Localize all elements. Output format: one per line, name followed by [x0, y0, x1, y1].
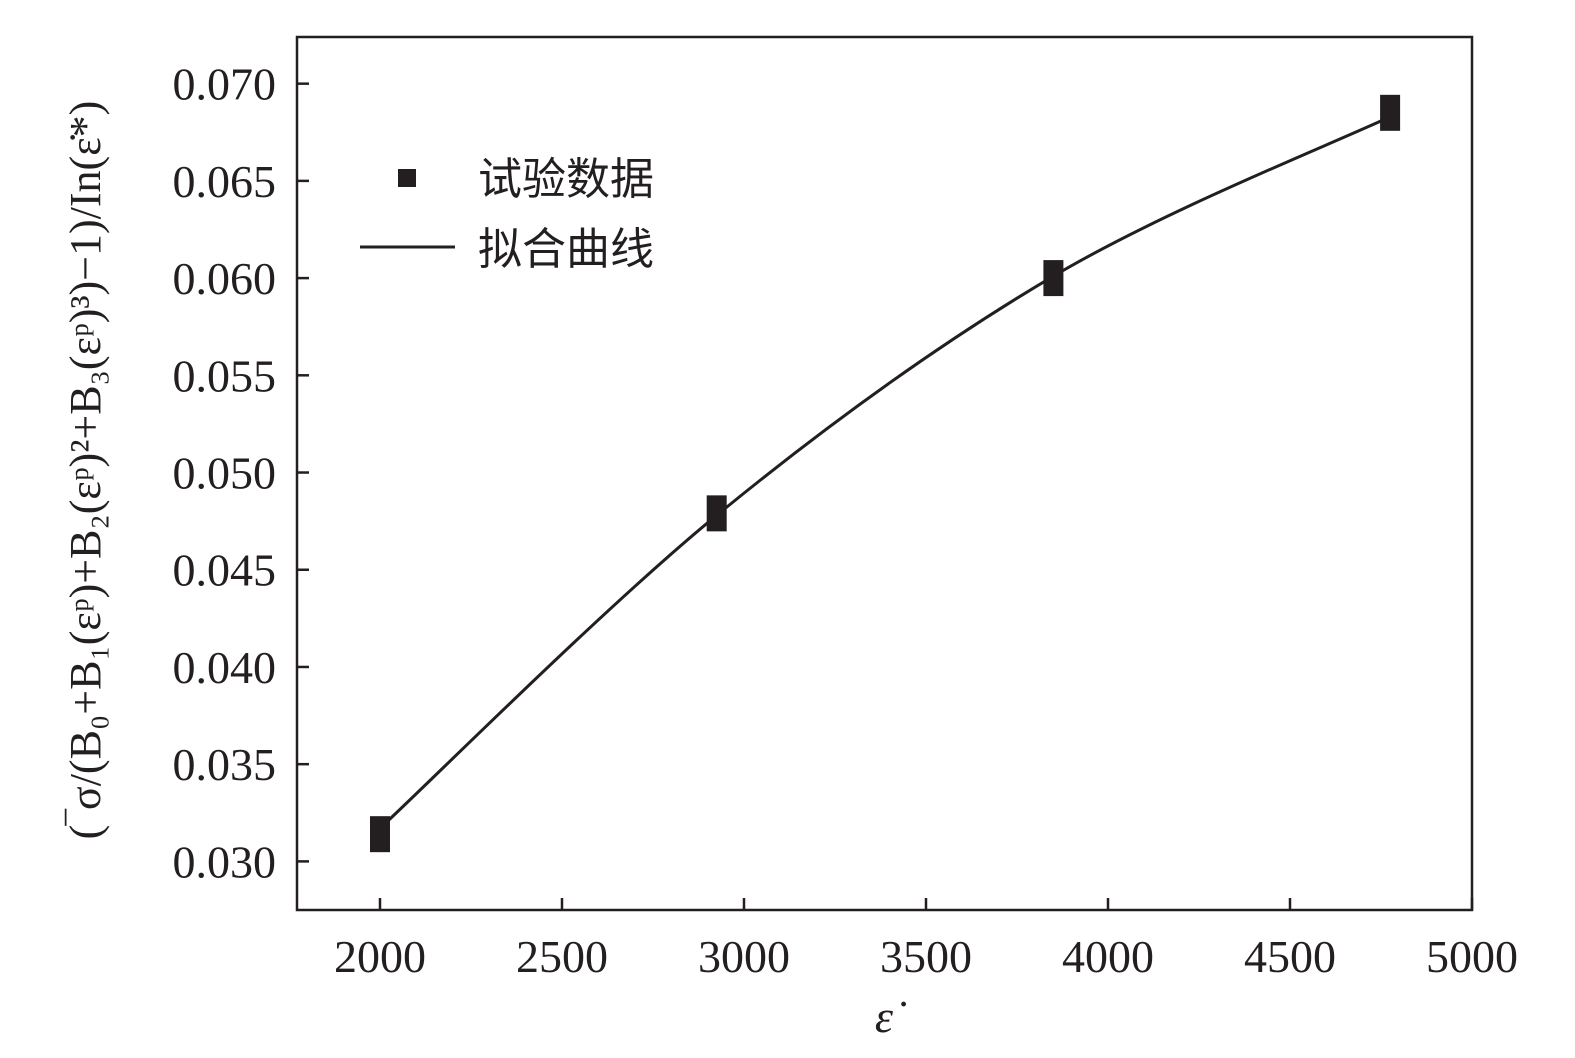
- data-point: [1380, 94, 1401, 131]
- x-tick-label: 3000: [698, 931, 790, 982]
- legend-label-fit: 拟合曲线: [478, 224, 654, 275]
- y-tick-label: 0.045: [173, 545, 277, 596]
- y-tick-label: 0.035: [173, 739, 277, 790]
- x-axis-label: ε̇: [875, 991, 907, 1042]
- y-tick-label: 0.050: [173, 448, 277, 499]
- x-tick-label: 4000: [1062, 931, 1154, 982]
- data-point: [369, 816, 390, 853]
- legend-label-data: 试验数据: [478, 154, 654, 205]
- y-tick-label: 0.055: [173, 350, 277, 401]
- y-axis-label: (‾σ/(B₀+B₁(εᵖ)+B₂(εᵖ)²+B₃(εᵖ)³)−1)/In(ε̇…: [61, 101, 110, 840]
- y-tick-label: 0.040: [173, 642, 277, 693]
- y-tick-label: 0.065: [173, 156, 277, 207]
- fit-curve: [378, 115, 1391, 830]
- x-tick-label: 2500: [516, 931, 608, 982]
- data-point: [1043, 260, 1064, 297]
- x-axis: 2000 2500 3000 3500 4000 4500 5000: [334, 898, 1518, 982]
- data-point: [706, 495, 727, 532]
- y-tick-label: 0.030: [173, 836, 277, 887]
- data-markers: [369, 94, 1401, 853]
- y-tick-label: 0.070: [173, 59, 277, 110]
- x-tick-label: 2000: [334, 931, 426, 982]
- y-tick-label: 0.060: [173, 253, 277, 304]
- x-tick-label: 5000: [1426, 931, 1518, 982]
- legend-marker-icon: [398, 169, 416, 187]
- x-tick-label: 4500: [1244, 931, 1336, 982]
- legend: 试验数据 拟合曲线: [360, 154, 654, 275]
- x-tick-label: 3500: [880, 931, 972, 982]
- y-axis: 0.030 0.035 0.040 0.045 0.050 0.055 0.060 0.065…: [173, 59, 309, 887]
- plot-frame: [295, 35, 1474, 912]
